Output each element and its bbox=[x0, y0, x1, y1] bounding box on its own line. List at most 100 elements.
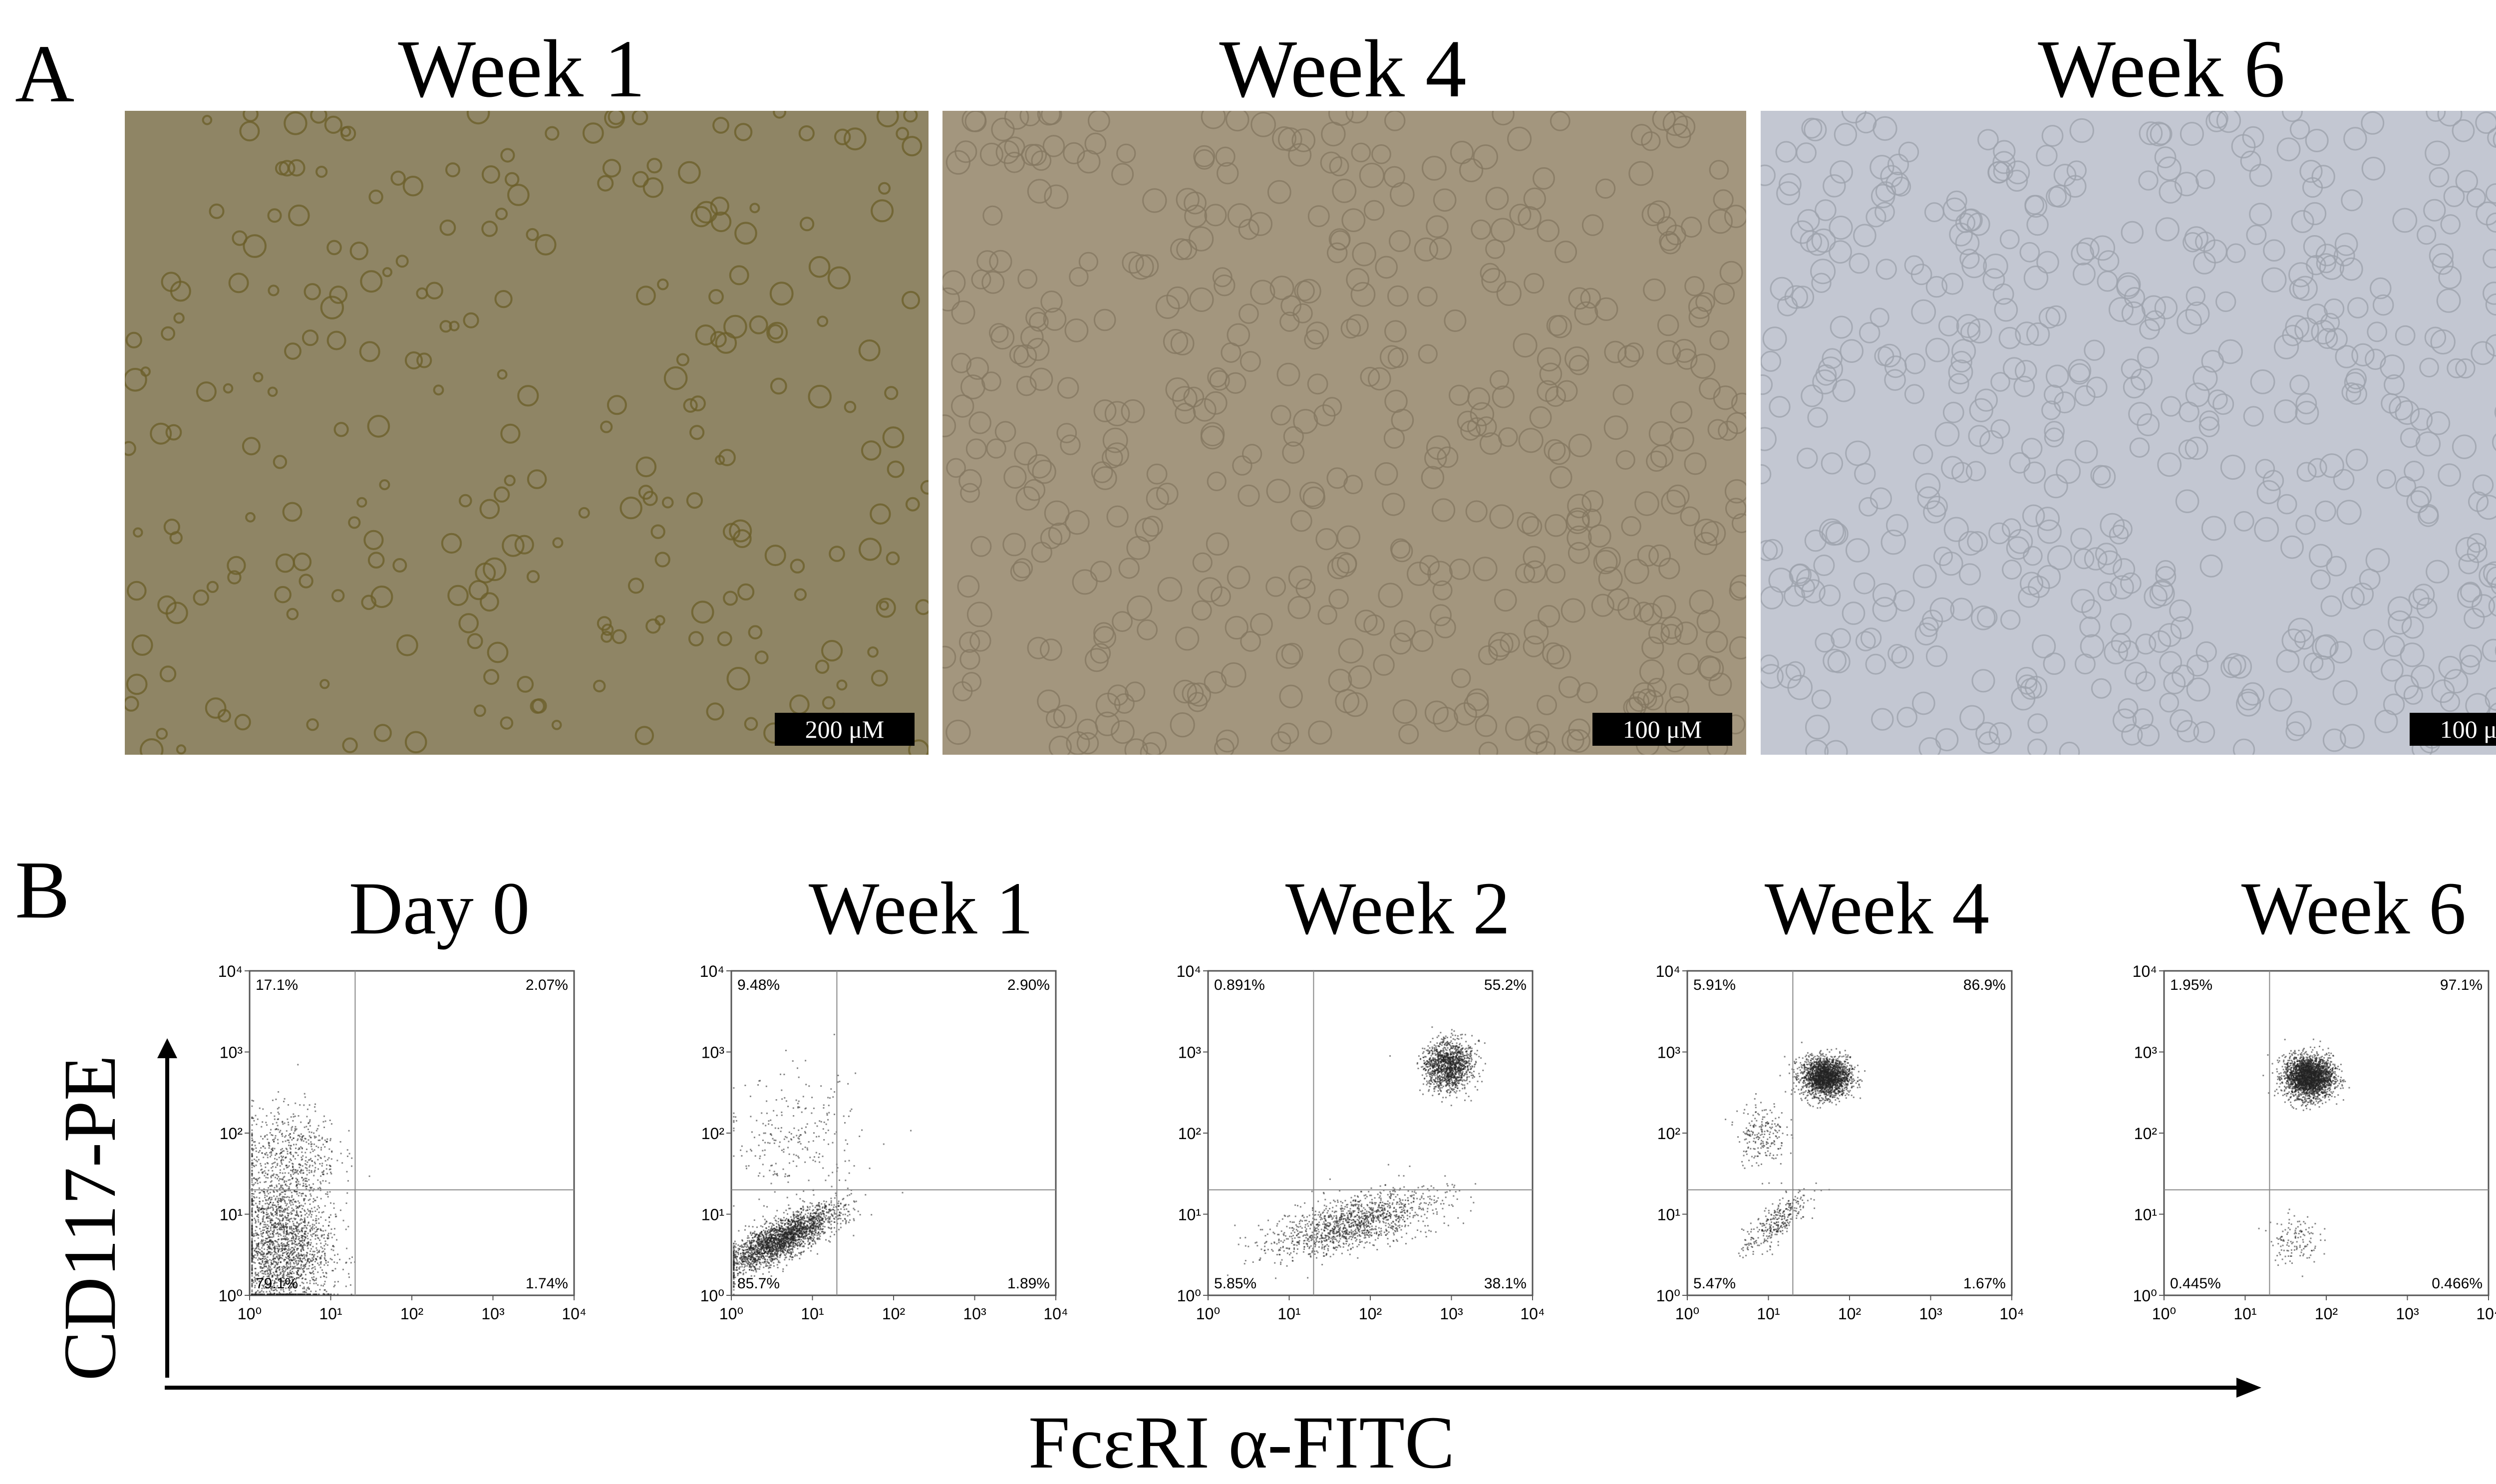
scatter-point bbox=[803, 1251, 804, 1253]
scatter-point bbox=[270, 1129, 272, 1131]
scatter-point bbox=[328, 1183, 330, 1184]
scatter-point bbox=[834, 1210, 835, 1211]
scatter-point bbox=[819, 1206, 821, 1208]
scatter-point bbox=[829, 1221, 831, 1222]
scatter-point bbox=[805, 1213, 806, 1215]
scatter-point bbox=[287, 1203, 288, 1204]
scatter-point bbox=[825, 1217, 826, 1218]
scatter-point bbox=[279, 1209, 280, 1211]
scatter-point bbox=[309, 1253, 311, 1255]
scatter-point bbox=[258, 1172, 260, 1174]
scatter-point bbox=[303, 1254, 305, 1255]
scatter-point bbox=[321, 1163, 323, 1164]
scatter-point bbox=[259, 1203, 260, 1204]
scatter-point bbox=[346, 1202, 347, 1204]
scatter-point bbox=[314, 1104, 316, 1105]
scatter-point bbox=[276, 1185, 278, 1186]
scatter-point bbox=[333, 1294, 335, 1295]
scatter-point bbox=[255, 1182, 256, 1184]
scatter-point bbox=[757, 1255, 758, 1257]
scatter-point bbox=[289, 1213, 290, 1214]
scatter-point bbox=[812, 1205, 814, 1207]
scatter-point bbox=[820, 1212, 822, 1213]
scatter-point bbox=[304, 1127, 306, 1128]
scatter-point bbox=[307, 1216, 309, 1218]
scatter-point bbox=[309, 1165, 311, 1166]
scatter-point bbox=[251, 1163, 253, 1165]
scatter-point bbox=[787, 1246, 789, 1248]
scatter-point bbox=[280, 1172, 281, 1174]
scatter-point bbox=[735, 1250, 737, 1252]
scatter-point bbox=[329, 1169, 330, 1170]
scatter-point bbox=[801, 1239, 802, 1240]
scatter-point bbox=[303, 1140, 305, 1142]
scatter-point bbox=[253, 1233, 255, 1235]
scatter-point bbox=[312, 1219, 314, 1221]
scatter-point bbox=[289, 1240, 291, 1242]
scatter-point bbox=[795, 1232, 797, 1233]
scatter-point bbox=[311, 1132, 312, 1133]
scatter-point bbox=[778, 1235, 780, 1237]
scatter-point bbox=[251, 1275, 253, 1277]
scatter-point bbox=[324, 1289, 326, 1291]
scatter-point bbox=[335, 1213, 336, 1215]
scatter-point bbox=[791, 1219, 793, 1220]
scatter-point bbox=[286, 1262, 288, 1263]
scatter-point bbox=[329, 1140, 331, 1141]
scatter-point bbox=[315, 1283, 317, 1284]
scatter-point bbox=[276, 1253, 278, 1255]
scatter-point bbox=[297, 1231, 299, 1232]
scatter-point bbox=[300, 1250, 302, 1251]
scatter-point bbox=[822, 1219, 824, 1220]
scatter-point bbox=[298, 1269, 299, 1271]
scatter-point bbox=[320, 1229, 321, 1231]
scatter-point bbox=[761, 1238, 762, 1239]
scatter-point bbox=[856, 1200, 857, 1202]
scatter-point bbox=[297, 1193, 298, 1194]
scatter-point bbox=[251, 1195, 253, 1197]
scatter-point bbox=[305, 1184, 307, 1185]
scatter-point bbox=[314, 1210, 316, 1212]
scatter-point bbox=[262, 1294, 263, 1295]
scatter-point bbox=[845, 1221, 847, 1223]
scatter-point bbox=[327, 1235, 329, 1237]
scatter-point bbox=[284, 1208, 286, 1209]
scatter-point bbox=[804, 1201, 805, 1202]
scatter-point bbox=[266, 1231, 267, 1233]
scatter-point bbox=[779, 1245, 781, 1246]
scatter-point bbox=[277, 1223, 279, 1225]
scatter-point bbox=[840, 1218, 842, 1219]
x-tick-label: 10² bbox=[400, 1305, 424, 1323]
scatter-point bbox=[272, 1149, 273, 1150]
scatter-point bbox=[324, 1258, 325, 1260]
scatter-point bbox=[805, 1227, 807, 1229]
scatter-point bbox=[792, 1235, 794, 1237]
scatter-point bbox=[305, 1097, 306, 1098]
scatter-point bbox=[761, 1253, 763, 1254]
scatter-point bbox=[251, 1130, 253, 1131]
scatter-point bbox=[261, 1270, 263, 1271]
scatter-point bbox=[287, 1239, 289, 1240]
scatter-point bbox=[295, 1238, 297, 1240]
scatter-point bbox=[276, 1217, 277, 1219]
scatter-point bbox=[280, 1185, 282, 1186]
scatter-point bbox=[825, 1239, 827, 1240]
scatter-point bbox=[263, 1216, 264, 1218]
scatter-point bbox=[800, 1254, 802, 1255]
scatter-point bbox=[289, 1253, 291, 1255]
scatter-point bbox=[757, 1244, 759, 1245]
scatter-point bbox=[791, 1239, 792, 1240]
scatter-point bbox=[284, 1136, 286, 1138]
scatter-point bbox=[761, 1249, 762, 1251]
scatter-point bbox=[274, 1294, 275, 1295]
scatter-point bbox=[321, 1137, 323, 1139]
scatter-point bbox=[299, 1136, 301, 1138]
scatter-point bbox=[261, 1258, 262, 1260]
scatter-point bbox=[286, 1265, 288, 1267]
scatter-point bbox=[771, 1225, 773, 1227]
scatter-point bbox=[813, 1228, 814, 1229]
scatter-point bbox=[277, 1212, 278, 1214]
scatter-point bbox=[282, 1248, 283, 1250]
scatter-point bbox=[255, 1273, 256, 1274]
scatter-point bbox=[760, 1264, 762, 1265]
